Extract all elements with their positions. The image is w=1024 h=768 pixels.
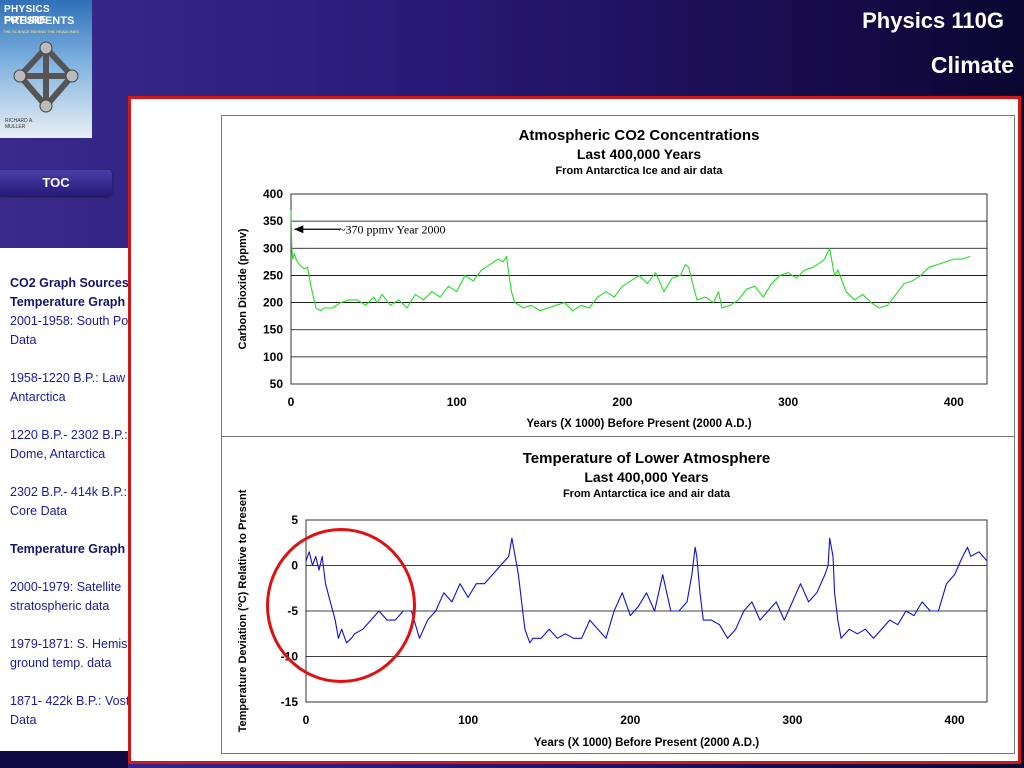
book-title-line2: PRESIDENTS: [4, 15, 75, 27]
toc-button[interactable]: TOC: [0, 170, 112, 196]
x-tick-label: 300: [778, 395, 798, 409]
source-item: 1979-1871: S. Hemisphere ground temp. da…: [10, 637, 160, 670]
x-tick-label: 300: [782, 713, 802, 727]
footer-bar: [0, 751, 128, 768]
temperature-chart-svg: Temperature of Lower Atmosphere Last 400,…: [237, 450, 988, 749]
y-tick-label: -15: [281, 695, 299, 709]
y-tick-label: 300: [263, 241, 283, 255]
plot-area: [290, 193, 988, 385]
y-tick-label: 5: [291, 513, 298, 527]
course-title: Physics 110G: [862, 8, 1004, 33]
molecule-icon: [13, 41, 79, 113]
x-tick-label: 100: [447, 395, 467, 409]
x-tick-label: 200: [612, 395, 632, 409]
y-tick-label: 50: [270, 377, 284, 391]
y-tick-label: 250: [263, 268, 283, 282]
x-tick-label: 0: [303, 713, 310, 727]
highlight-circle: [266, 528, 416, 683]
chart-subtitle2: From Antarctica ice and air data: [563, 488, 731, 500]
y-tick-label: 100: [263, 350, 283, 364]
book-author: RICHARD A. MULLER: [5, 118, 34, 130]
x-axis-label: Years (X 1000) Before Present (2000 A.D.…: [526, 418, 751, 430]
chart-title: Atmospheric CO2 Concentrations: [519, 127, 760, 144]
y-tick-label: 350: [263, 214, 283, 228]
book-title-line1: PHYSICS FUTURE: [4, 4, 51, 26]
y-tick-label: 400: [263, 187, 283, 201]
source-item: 2000-1979: Satellite stratospheric data: [10, 580, 122, 613]
annotation-arrowhead: [294, 225, 304, 234]
co2-sources-heading: CO2 Graph Sources:: [10, 276, 133, 290]
y-axis-label: Temperature Deviation (ºC) Relative to P…: [237, 489, 249, 732]
x-tick-label: 400: [945, 713, 965, 727]
x-tick-label: 200: [620, 713, 640, 727]
x-tick-label: 0: [288, 395, 295, 409]
annotation-text: ~370 ppmv Year 2000: [339, 222, 446, 236]
chart-subtitle: Last 400,000 Years: [584, 469, 709, 485]
y-tick-label: 150: [263, 323, 283, 337]
co2-chart-svg: Atmospheric CO2 Concentrations Last 400,0…: [237, 127, 988, 430]
book-tagline: THE SCIENCE BEHIND THE HEADLINES: [3, 29, 79, 34]
chart-title: Temperature of Lower Atmosphere: [523, 450, 771, 467]
series-line: [290, 210, 971, 312]
book-cover-image: PHYSICS FUTURE PRESIDENTS THE SCIENCE BE…: [0, 0, 92, 138]
x-tick-label: 100: [458, 713, 478, 727]
chart-subtitle: Last 400,000 Years: [577, 146, 702, 162]
source-item: 1220 B.P.- 2302 B.P.: Taylor Dome, Antar…: [10, 428, 165, 461]
x-axis-label: Years (X 1000) Before Present (2000 A.D.…: [534, 737, 759, 749]
chart-subtitle2: From Antarctica Ice and air data: [555, 165, 723, 177]
y-tick-label: 200: [263, 296, 283, 310]
source-item: 1958-1220 B.P.: Law Dome, Antarctica: [10, 371, 166, 404]
x-tick-label: 400: [944, 395, 964, 409]
slide-title: Climate: [930, 52, 1014, 78]
y-axis-label: Carbon Dioxide (ppmv): [237, 228, 249, 349]
co2-chart: Atmospheric CO2 Concentrations Last 400,0…: [221, 115, 1015, 437]
